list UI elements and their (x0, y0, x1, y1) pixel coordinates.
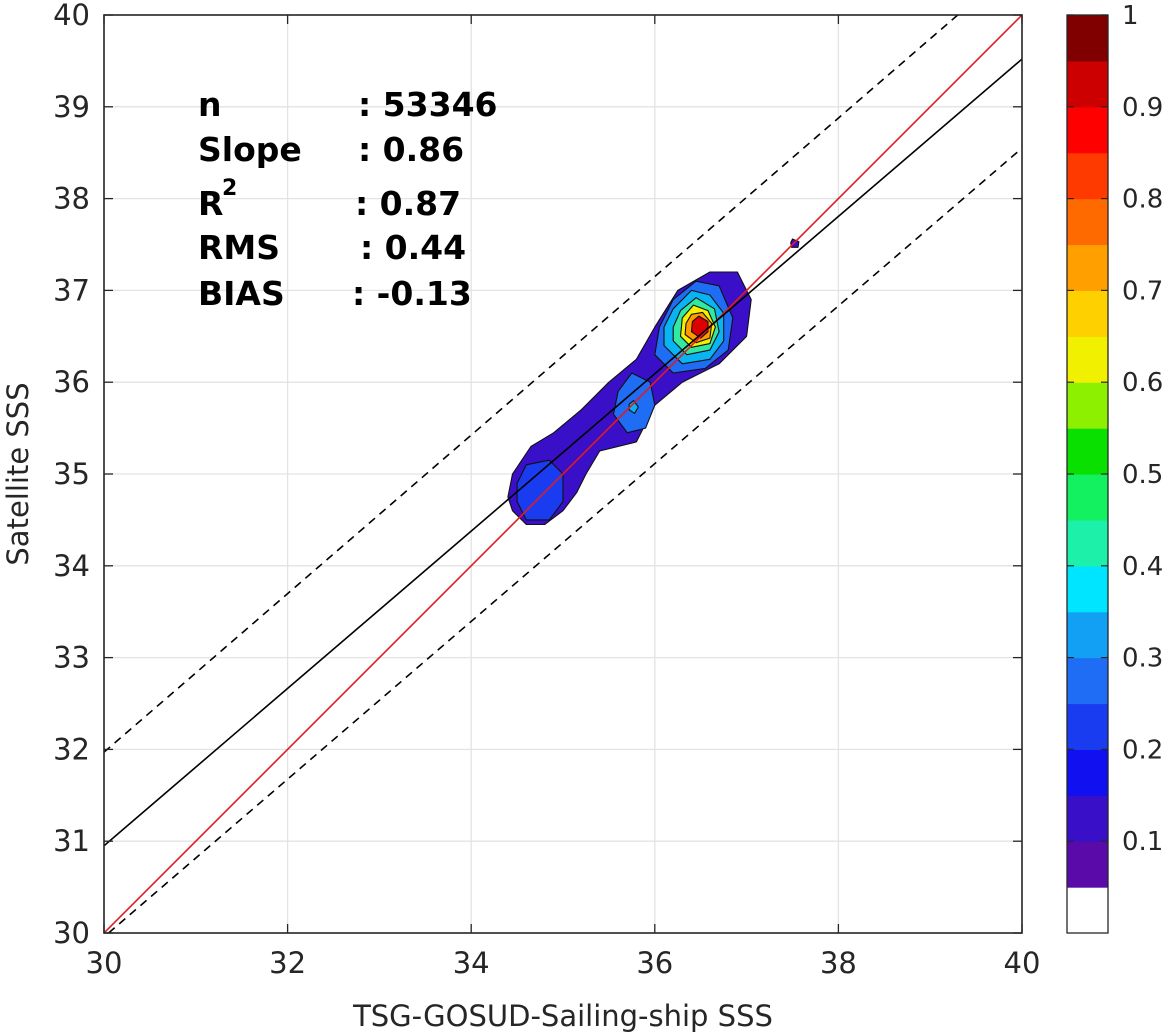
y-tick-label: 37 (53, 273, 90, 307)
stat-slope-value: : 0.86 (358, 130, 464, 169)
stat-rms-label: RMS (198, 228, 280, 267)
colorbar-tick-label: 0.3 (1122, 644, 1163, 674)
colorbar-segment (1067, 749, 1108, 796)
lower-bound-line (108, 147, 1022, 933)
contour-level-0.3 (628, 400, 639, 414)
stat-rms-value: : 0.44 (360, 228, 466, 267)
stat-r2-label: R (198, 184, 223, 223)
colorbar-segment (1067, 428, 1108, 475)
colorbar-segment (1067, 15, 1108, 62)
colorbar-segment (1067, 106, 1108, 154)
colorbar: 0.1 0.2 0.3 0.4 0.5 0.6 0.7 0.8 0.9 1 (1066, 1, 1163, 934)
colorbar-tick-label: 0.2 (1122, 735, 1163, 765)
colorbar-segment (1067, 336, 1108, 383)
y-tick-label: 31 (53, 824, 90, 858)
colorbar-segment (1067, 60, 1108, 108)
y-tick-label: 32 (53, 732, 90, 766)
colorbar-segment (1067, 198, 1108, 246)
x-tick-label: 34 (453, 946, 490, 980)
contour-level-0.15 (516, 459, 564, 521)
colorbar-tick-label: 0.7 (1122, 276, 1163, 306)
y-tick-label: 34 (53, 549, 90, 583)
y-tick-label: 35 (53, 457, 90, 491)
stat-n-label: n (198, 85, 222, 124)
colorbar-segment (1067, 611, 1108, 659)
y-tick-label: 40 (53, 0, 90, 32)
axis-ticks: 30 32 34 36 38 40 30 31 32 33 34 35 36 37 38 39 40 (53, 0, 1040, 980)
x-tick-label: 36 (636, 946, 673, 980)
y-tick-label: 38 (53, 182, 90, 216)
colorbar-tick-label: 0.9 (1122, 93, 1163, 123)
stat-slope-label: Slope (198, 130, 302, 169)
colorbar-segment (1067, 152, 1108, 200)
regression-line (104, 58, 1022, 847)
colorbar-segment (1067, 657, 1108, 705)
upper-bound-line (104, 15, 959, 753)
colorbar-segment (1067, 382, 1108, 429)
colorbar-tick-label: 0.6 (1122, 368, 1163, 398)
colorbar-segment (1067, 519, 1108, 567)
colorbar-tick-label: 0.8 (1122, 185, 1163, 215)
colorbar-segment (1067, 703, 1108, 750)
colorbar-segment (1067, 795, 1108, 842)
stat-bias-label: BIAS (198, 274, 285, 313)
x-tick-label: 40 (1004, 946, 1041, 980)
colorbar-tick-label: 0.4 (1122, 552, 1163, 582)
y-tick-label: 33 (53, 641, 90, 675)
reference-lines (104, 15, 1022, 933)
colorbar-segment (1067, 565, 1108, 613)
stat-r2-superscript: 2 (222, 176, 237, 201)
stat-r2-value: : 0.87 (355, 184, 461, 223)
y-tick-label: 36 (53, 365, 90, 399)
colorbar-segment (1067, 474, 1108, 521)
colorbar-tick-label: 0.1 (1122, 827, 1163, 857)
y-tick-label: 30 (53, 916, 90, 950)
x-tick-label: 30 (86, 946, 123, 980)
y-axis-label: Satellite SSS (1, 382, 35, 565)
colorbar-tick-label: 0.5 (1122, 460, 1163, 490)
x-axis-label: TSG-GOSUD-Sailing-ship SSS (352, 999, 773, 1033)
x-tick-label: 32 (269, 946, 306, 980)
colorbar-segment (1067, 841, 1108, 888)
stat-bias-value: : -0.13 (352, 274, 472, 313)
stat-n-value: : 53346 (358, 85, 498, 124)
colorbar-segment (1067, 887, 1108, 934)
y-tick-label: 39 (53, 90, 90, 124)
colorbar-segment (1067, 290, 1108, 337)
colorbar-segment (1067, 244, 1108, 291)
x-tick-label: 38 (820, 946, 857, 980)
colorbar-tick-label: 1 (1122, 1, 1139, 31)
stats-annotation: n : 53346 Slope : 0.86 R 2 : 0.87 RMS : … (198, 85, 498, 313)
one-to-one-line (104, 15, 1022, 933)
